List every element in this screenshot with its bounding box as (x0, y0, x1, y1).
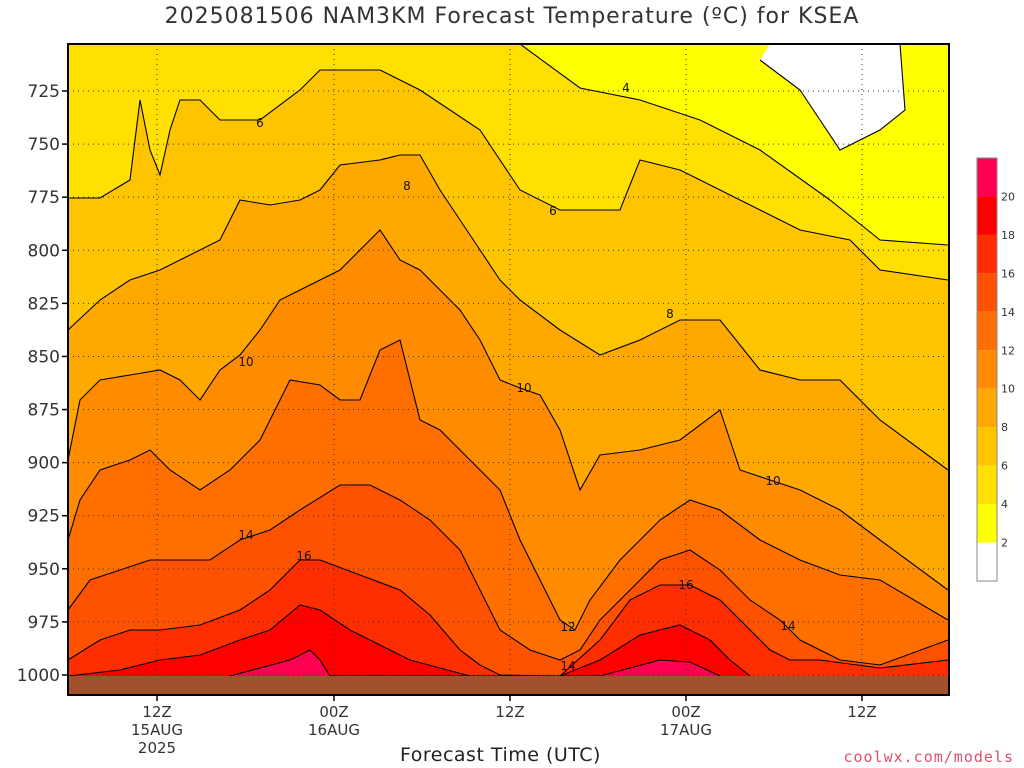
plot-frame (67, 43, 950, 696)
colorbar-tick: 14 (1001, 306, 1015, 319)
isotherm-14 (67, 484, 949, 666)
contour-label: 10 (238, 355, 253, 369)
contour-label: 14 (560, 659, 575, 673)
colorbar-tick: 8 (1001, 421, 1008, 434)
colorbar-swatch (977, 465, 997, 505)
colorbar-swatch (977, 158, 997, 197)
plot-area (68, 44, 949, 695)
colorbar-tick: 4 (1001, 498, 1008, 511)
y-tick-label: 800 (28, 241, 60, 261)
contour-label: 10 (516, 381, 531, 395)
ground-surface (68, 676, 949, 695)
x-tick-label: 12Z (142, 703, 171, 721)
y-tick-label: 925 (28, 507, 60, 527)
colorbar-swatch (977, 196, 997, 235)
cold-pocket (760, 44, 905, 150)
y-tick-label: 900 (28, 454, 60, 474)
colorbar-swatch (977, 504, 997, 543)
colorbar-swatch (977, 311, 997, 351)
contour-label: 14 (780, 619, 795, 633)
contour-labels: 4 6 6 8 8 10 10 10 12 14 14 14 16 16 (238, 81, 795, 673)
contour-label: 6 (549, 204, 557, 218)
contour-label: 12 (560, 620, 575, 634)
contour-label: 14 (238, 528, 253, 542)
isotherm-16 (67, 559, 949, 677)
colorbar-tick: 18 (1001, 229, 1015, 242)
contour-label: 10 (765, 474, 780, 488)
x-tick-label: 12Z (847, 703, 876, 721)
y-tick-label: 850 (28, 347, 60, 367)
contour-label: 8 (666, 307, 674, 321)
y-tick-label: 975 (28, 613, 60, 633)
temp-band-18 (68, 605, 750, 695)
x-tick-label: 17AUG (660, 721, 712, 739)
isotherm-6 (68, 69, 949, 281)
colorbar-frame (976, 157, 998, 582)
isotherm-18 (67, 604, 751, 677)
colorbar-swatch (977, 234, 997, 274)
colorbar-tick: 20 (1001, 190, 1015, 203)
colorbar-swatch (977, 542, 997, 581)
contour-label: 4 (622, 81, 630, 95)
colorbar-tick: 10 (1001, 383, 1015, 396)
isotherm-8 (67, 154, 949, 471)
y-tick-label: 725 (28, 82, 60, 102)
x-axis-label: Forecast Time (UTC) (400, 744, 601, 766)
y-axis: 725 750 775 800 825 850 875 900 925 950 975 1000 (17, 82, 68, 686)
y-tick-label: 775 (28, 188, 60, 208)
colorbar-swatch (977, 273, 997, 312)
contour-label: 16 (296, 549, 311, 563)
colorbar-swatch (977, 350, 997, 389)
colorbar-tick: 12 (1001, 344, 1015, 357)
y-tick-label: 1000 (17, 666, 60, 686)
chart-title: 2025081506 NAM3KM Forecast Temperature (… (164, 4, 860, 29)
isotherm-4-pocket (759, 43, 906, 151)
grid-lines (68, 44, 949, 676)
colorbar-tick: 2 (1001, 537, 1008, 550)
isotherm-10 (67, 229, 949, 591)
x-tick-label: 15AUG (131, 721, 183, 739)
x-tick-label: 00Z (319, 703, 348, 721)
x-tick-label: 12Z (495, 703, 524, 721)
colorbar-swatch (977, 427, 997, 466)
x-tick-label: 00Z (671, 703, 700, 721)
isotherm-4 (68, 43, 949, 246)
colorbar-tick: 16 (1001, 267, 1015, 280)
colorbar-tick: 6 (1001, 460, 1008, 473)
x-tick-label: 2025 (138, 739, 176, 757)
y-tick-label: 950 (28, 560, 60, 580)
colorbar: 2 4 6 8 10 12 14 16 18 20 (976, 157, 1015, 582)
contour-label: 8 (403, 179, 411, 193)
colorbar-swatch (977, 388, 997, 428)
x-tick-label: 16AUG (308, 721, 360, 739)
y-tick-label: 825 (28, 294, 60, 314)
credit-link[interactable]: coolwx.com/models (843, 748, 1014, 766)
y-tick-label: 875 (28, 401, 60, 421)
contour-label: 16 (678, 578, 693, 592)
contour-label: 6 (256, 116, 264, 130)
y-tick-label: 750 (28, 135, 60, 155)
isotherm-lines (67, 43, 949, 677)
isotherm-12 (67, 339, 949, 631)
